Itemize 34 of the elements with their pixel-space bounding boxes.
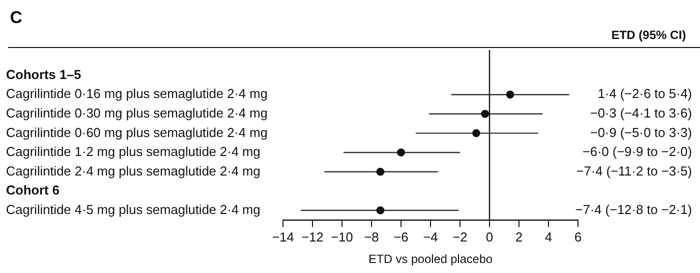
- point: [472, 129, 480, 138]
- data-label: 1·4 (−2·6 to 5·4): [598, 86, 692, 102]
- x-tick-label: 0: [486, 229, 494, 244]
- data-label: −0·9 (−5·0 to 3·3): [590, 124, 692, 140]
- x-axis-title: ETD vs pooled placebo: [368, 252, 493, 266]
- y-tick-label: Cohorts 1–5: [6, 66, 82, 82]
- point: [376, 168, 384, 176]
- data-label: −0·3 (−4·1 to 3·6): [590, 105, 692, 120]
- x-tick-label: −8: [364, 229, 379, 244]
- point: [376, 206, 384, 214]
- y-tick-label: Cohort 6: [6, 182, 60, 198]
- point: [481, 110, 490, 118]
- y-tick-label: Cagrilintide 2·4 mg plus semaglutide 2·4 mg: [6, 163, 260, 178]
- text: ETD (95% CI): [611, 28, 686, 42]
- x-tick-label: −4: [423, 229, 438, 244]
- y-tick-label: Cagrilintide 0·30 mg plus semaglutide 2·4 mg: [6, 105, 268, 120]
- x-tick-label: −14: [272, 229, 294, 244]
- x-tick-label: −2: [452, 229, 468, 244]
- text: C: [10, 8, 22, 28]
- x-tick-label: 2: [515, 229, 523, 244]
- x-tick-label: 4: [544, 229, 552, 244]
- data-label: −7·4 (−12·8 to −2·1): [575, 202, 692, 217]
- x-tick-label: 6: [574, 229, 582, 244]
- data-label: −6·0 (−9·9 to −2·0): [582, 144, 692, 160]
- x-tick-label: −6: [394, 229, 408, 244]
- point: [506, 90, 514, 99]
- y-tick-label: Cagrilintide 1·2 mg plus semaglutide 2·4 mg: [6, 144, 260, 160]
- y-tick-label: Cagrilintide 4·5 mg plus semaglutide 2·4 mg: [6, 202, 260, 217]
- y-tick-label: Cagrilintide 0·60 mg plus semaglutide 2·4 mg: [6, 124, 268, 140]
- point: [397, 148, 405, 156]
- y-tick-label: Cagrilintide 0·16 mg plus semaglutide 2·4 mg: [6, 86, 268, 102]
- x-tick-label: −10: [330, 229, 354, 244]
- x-tick-label: −12: [301, 229, 324, 244]
- data-label: −7·4 (−11·2 to −3·5): [576, 163, 692, 178]
